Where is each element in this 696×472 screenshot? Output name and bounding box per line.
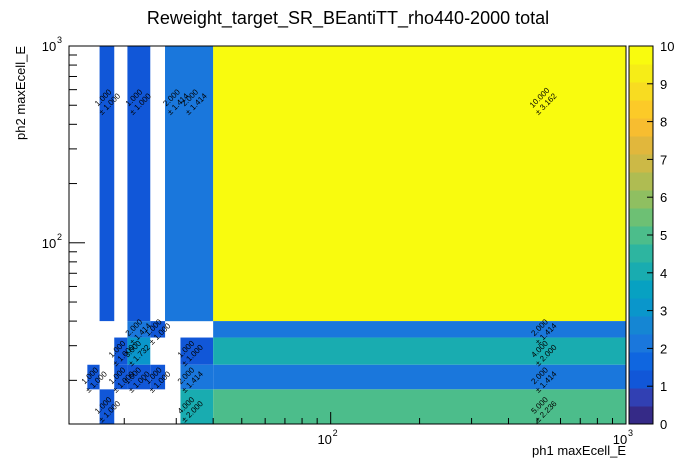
heatmap-cell xyxy=(150,364,166,390)
chart-title: Reweight_target_SR_BEantiTT_rho440-2000 … xyxy=(147,8,549,29)
colorbar-segment xyxy=(629,388,653,407)
y-axis-label: ph2 maxEcell_E xyxy=(13,46,28,140)
x-tick-label: 10 xyxy=(613,432,627,447)
x-axis: 10 2 10 3 xyxy=(123,412,633,447)
plot-frame xyxy=(68,45,627,425)
colorbar-segment xyxy=(629,298,653,317)
colorbar-tick-label: 5 xyxy=(660,228,667,243)
colorbar-segment xyxy=(629,262,653,281)
colorbar-tick-label: 7 xyxy=(660,152,667,167)
colorbar-segment xyxy=(629,118,653,137)
colorbar-segment xyxy=(629,334,653,353)
colorbar-segment xyxy=(629,46,653,65)
heatmap-cell xyxy=(213,321,626,338)
colorbar-tick-label: 2 xyxy=(660,341,667,356)
y-tick-exponent: 3 xyxy=(57,35,62,45)
colorbar-segment xyxy=(629,154,653,173)
cell-label: 1.000± 1.000 xyxy=(93,395,123,425)
heatmap-cell xyxy=(213,337,626,365)
heatmap-cell xyxy=(114,364,128,390)
colorbar-segment xyxy=(629,136,653,155)
colorbar-tick-label: 10 xyxy=(660,39,674,54)
colorbar-segment xyxy=(629,280,653,299)
colorbar-segment xyxy=(629,64,653,83)
heatmap-cell xyxy=(127,321,151,338)
colorbar-segment xyxy=(629,172,653,191)
x-tick-label: 10 xyxy=(317,432,331,447)
colorbar-segment xyxy=(629,100,653,119)
colorbar-segment xyxy=(629,208,653,227)
heatmap-cell xyxy=(127,337,151,365)
heatmap-cell xyxy=(165,46,214,322)
heatmap-cell xyxy=(213,46,626,322)
colorbar-tick-label: 8 xyxy=(660,115,667,130)
colorbar-segment xyxy=(629,370,653,389)
y-tick-exponent: 2 xyxy=(57,232,62,242)
x-tick-exponent: 2 xyxy=(333,428,338,438)
cell-label: 1.000± 1.000 xyxy=(93,87,123,117)
heatmap-cell xyxy=(99,389,115,424)
colorbar-tick-label: 6 xyxy=(660,190,667,205)
heatmap-cell xyxy=(87,364,100,390)
colorbar-segment xyxy=(629,82,653,101)
y-tick-label: 10 xyxy=(42,236,56,251)
heatmap-cell xyxy=(150,321,166,338)
heatmap-cell xyxy=(180,337,214,365)
heatmap-cells xyxy=(87,46,626,424)
heatmap-cell xyxy=(213,364,626,390)
colorbar-segment xyxy=(629,190,653,209)
colorbar-tick-label: 4 xyxy=(660,266,667,281)
heatmap-cell xyxy=(127,364,151,390)
colorbar-tick-label: 0 xyxy=(660,417,667,432)
colorbar-tick-label: 3 xyxy=(660,304,667,319)
x-axis-label: ph1 maxEcell_E xyxy=(532,443,626,458)
cell-label: 2.000± 1.414 xyxy=(529,317,559,347)
heatmap-cell xyxy=(127,46,151,322)
colorbar-segment xyxy=(629,316,653,335)
heatmap-cell xyxy=(99,46,115,322)
colorbar-tick-label: 1 xyxy=(660,379,667,394)
heatmap-cell xyxy=(180,364,214,390)
colorbar-segment xyxy=(629,406,653,425)
colorbar-segment xyxy=(629,226,653,245)
heatmap-cell xyxy=(114,337,128,365)
y-tick-label: 10 xyxy=(42,39,56,54)
colorbar-segment xyxy=(629,352,653,371)
colorbar-segment xyxy=(629,244,653,263)
color-scale: 0 1 2 3 4 5 6 7 8 9 10 xyxy=(628,39,674,432)
x-tick-exponent: 3 xyxy=(628,428,633,438)
heatmap-cell xyxy=(180,389,214,424)
colorbar-tick-label: 9 xyxy=(660,77,667,92)
